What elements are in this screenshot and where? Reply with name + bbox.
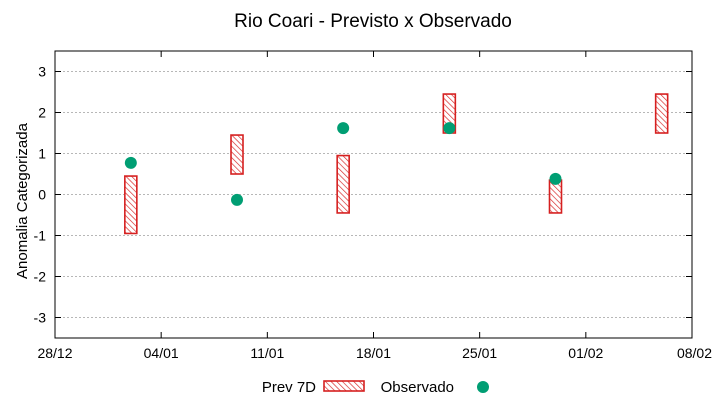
observed-point xyxy=(443,122,456,135)
y-tick-label: -3 xyxy=(34,310,47,326)
x-tick-label: 11/01 xyxy=(250,345,284,361)
forecast-range-box xyxy=(230,134,244,175)
observed-layer xyxy=(124,122,562,206)
y-tick-label: 0 xyxy=(38,187,46,203)
y-tick-label: -1 xyxy=(34,228,47,244)
forecast-range-box xyxy=(548,179,563,214)
legend-label-prev-7d: Prev 7D xyxy=(262,379,316,396)
x-tick-label: 08/02 xyxy=(677,345,712,361)
legend-label-observado: Observado xyxy=(381,379,454,396)
forecast-range-box xyxy=(336,154,350,214)
legend: Prev 7D Observado xyxy=(262,379,489,396)
y-axis-label: Anomalia Categorizada xyxy=(14,122,31,279)
observed-point xyxy=(337,122,350,135)
observed-point xyxy=(124,156,137,169)
x-tick-label: 25/01 xyxy=(462,345,497,361)
chart-title: Rio Coari - Previsto x Observado xyxy=(234,11,512,32)
x-tick-label: 28/12 xyxy=(37,345,72,361)
tick-layer: -3 -2 -1 0 1 2 3 28/12 04/01 11/01 18/01 25/01 01/02… xyxy=(34,51,712,361)
observed-point xyxy=(549,172,562,185)
y-tick-label: 3 xyxy=(38,64,46,80)
legend-swatch-prev-7d xyxy=(323,380,365,392)
x-tick-label: 18/01 xyxy=(356,345,391,361)
forecast-range-box xyxy=(124,175,138,235)
y-tick-label: -2 xyxy=(34,269,47,285)
y-tick-label: 2 xyxy=(38,105,46,121)
x-tick-label: 01/02 xyxy=(568,345,603,361)
grid-layer xyxy=(55,71,692,318)
legend-swatch-observado xyxy=(477,381,489,393)
forecast-layer xyxy=(124,93,669,235)
observed-point xyxy=(231,193,243,206)
forecast-range-box xyxy=(654,93,669,134)
x-tick-label: 04/01 xyxy=(144,345,179,361)
plot-frame xyxy=(54,50,693,339)
y-tick-label: 1 xyxy=(38,146,46,162)
